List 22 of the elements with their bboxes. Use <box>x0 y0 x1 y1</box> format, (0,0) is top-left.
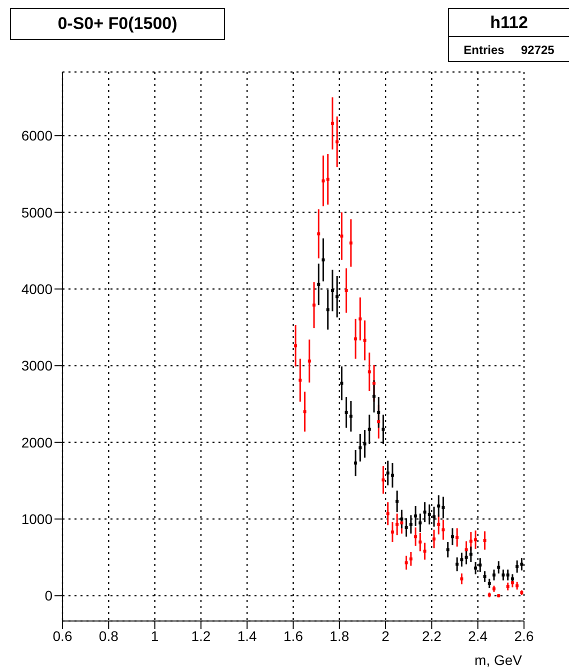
text: h112 <box>449 9 569 37</box>
x-tick-label: 0.6 <box>52 628 72 644</box>
x-axis-title: m, GeV <box>474 652 523 667</box>
x-tick-label: 1.2 <box>191 628 211 644</box>
y-tick-label: 3000 <box>21 358 53 374</box>
chart-title: 0-S0+ F0(1500) <box>10 8 225 40</box>
y-tick-label: 6000 <box>21 128 53 144</box>
x-tick-label: 0.8 <box>98 628 119 644</box>
y-tick-label: 1000 <box>21 510 53 527</box>
x-tick-label: 2.2 <box>422 628 442 644</box>
x-tick-label: 1.4 <box>237 628 258 644</box>
x-tick-label: 2.4 <box>468 628 488 644</box>
x-tick-label: 1.6 <box>284 628 304 644</box>
text: Entries 92725 <box>462 42 556 59</box>
x-tick-label: 2 <box>382 628 390 644</box>
x-tick-label: 2.6 <box>514 628 534 644</box>
y-tick-label: 2000 <box>21 434 53 450</box>
x-tick-label: 1 <box>150 628 159 644</box>
y-tick-label: 0 <box>44 588 53 604</box>
y-tick-label: 4000 <box>21 280 53 297</box>
x-tick-label: 1.8 <box>330 628 350 644</box>
y-tick-label: 5000 <box>21 204 53 220</box>
